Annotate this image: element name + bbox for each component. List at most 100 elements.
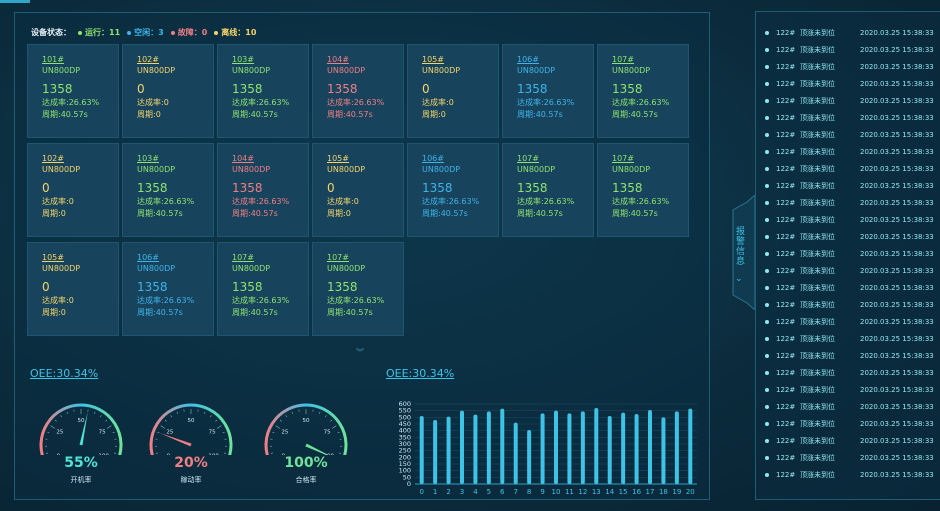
alarm-row[interactable]: 122# 顶涨未到位 2020.03.25 15:38:33: [765, 453, 934, 463]
machine-card[interactable]: 107# UN800DP 1358 达成率:26.63% 周期:40.57s: [502, 143, 594, 237]
machine-card[interactable]: 105# UN800DP 0 达成率:0 周期:0: [27, 242, 119, 336]
machine-output: 1358: [232, 181, 263, 195]
bar[interactable]: [433, 420, 438, 484]
machine-card[interactable]: 102# UN800DP 0 达成率:0 周期:0: [27, 143, 119, 237]
machine-card[interactable]: 106# UN800DP 1358 达成率:26.63% 周期:40.57s: [407, 143, 499, 237]
machine-card[interactable]: 104# UN800DP 1358 达成率:26.63% 周期:40.57s: [217, 143, 309, 237]
machine-model: UN800DP: [137, 66, 176, 75]
bar[interactable]: [580, 411, 585, 484]
alarm-row[interactable]: 122# 顶涨未到位 2020.03.25 15:38:33: [765, 351, 934, 361]
alarm-row[interactable]: 122# 顶涨未到位 2020.03.25 15:38:33: [765, 419, 934, 429]
alarm-row[interactable]: 122# 顶涨未到位 2020.03.25 15:38:33: [765, 368, 934, 378]
machine-card[interactable]: 107# UN800DP 1358 达成率:26.63% 周期:40.57s: [217, 242, 309, 336]
bar[interactable]: [594, 408, 599, 484]
alarm-row[interactable]: 122# 顶涨未到位 2020.03.25 15:38:33: [765, 147, 934, 157]
machine-id[interactable]: 104#: [232, 154, 254, 163]
machine-id[interactable]: 107#: [612, 55, 634, 64]
alarm-tab-label[interactable]: 报警信息: [734, 226, 744, 266]
alarm-message: 顶涨未到位: [800, 284, 835, 292]
machine-id[interactable]: 105#: [422, 55, 444, 64]
machine-card[interactable]: 105# UN800DP 0 达成率:0 周期:0: [312, 143, 404, 237]
alarm-tab[interactable]: [725, 195, 755, 310]
alarm-row[interactable]: 122# 顶涨未到位 2020.03.25 15:38:33: [765, 96, 934, 106]
expand-chevron-icon[interactable]: ︾: [356, 348, 364, 357]
machine-card[interactable]: 106# UN800DP 1358 达成率:26.63% 周期:40.57s: [502, 44, 594, 138]
machine-id[interactable]: 107#: [517, 154, 539, 163]
status-summary: 设备状态： 运行：11 空闲：3 故障：0 离线：10: [31, 27, 256, 38]
machine-card[interactable]: 101# UN800DP 1358 达成率:26.63% 周期:40.57s: [27, 44, 119, 138]
gauge-tick: [170, 415, 172, 418]
bar[interactable]: [634, 414, 639, 484]
alarm-row[interactable]: 122# 顶涨未到位 2020.03.25 15:38:33: [765, 62, 934, 72]
chevron-down-icon[interactable]: ⌄: [735, 274, 743, 284]
machine-card[interactable]: 105# UN800DP 0 达成率:0 周期:0: [407, 44, 499, 138]
bar[interactable]: [527, 430, 532, 484]
bar[interactable]: [607, 416, 612, 484]
machine-card[interactable]: 103# UN800DP 1358 达成率:26.63% 周期:40.57s: [217, 44, 309, 138]
gauge-tick-label: 100: [98, 454, 109, 455]
machine-id[interactable]: 103#: [232, 55, 254, 64]
alarm-dot-icon: [765, 456, 769, 460]
alarm-row[interactable]: 122# 顶涨未到位 2020.03.25 15:38:33: [765, 164, 934, 174]
alarm-row[interactable]: 122# 顶涨未到位 2020.03.25 15:38:33: [765, 215, 934, 225]
machine-card[interactable]: 107# UN800DP 1358 达成率:26.63% 周期:40.57s: [597, 143, 689, 237]
alarm-row[interactable]: 122# 顶涨未到位 2020.03.25 15:38:33: [765, 28, 934, 38]
alarm-row[interactable]: 122# 顶涨未到位 2020.03.25 15:38:33: [765, 334, 934, 344]
alarm-row[interactable]: 122# 顶涨未到位 2020.03.25 15:38:33: [765, 181, 934, 191]
machine-id[interactable]: 107#: [327, 253, 349, 262]
machine-id[interactable]: 107#: [612, 154, 634, 163]
machine-id[interactable]: 106#: [137, 253, 159, 262]
machine-id[interactable]: 106#: [517, 55, 539, 64]
machine-card[interactable]: 107# UN800DP 1358 达成率:26.63% 周期:40.57s: [597, 44, 689, 138]
machine-id[interactable]: 103#: [137, 154, 159, 163]
machine-id[interactable]: 106#: [422, 154, 444, 163]
alarm-row[interactable]: 122# 顶涨未到位 2020.03.25 15:38:33: [765, 198, 934, 208]
bar[interactable]: [674, 411, 679, 484]
bar[interactable]: [567, 413, 572, 484]
alarm-dot-icon: [765, 303, 769, 307]
alarm-row[interactable]: 122# 顶涨未到位 2020.03.25 15:38:33: [765, 232, 934, 242]
alarm-row[interactable]: 122# 顶涨未到位 2020.03.25 15:38:33: [765, 45, 934, 55]
bar[interactable]: [540, 413, 545, 484]
machine-id[interactable]: 102#: [42, 154, 64, 163]
bar[interactable]: [661, 417, 666, 484]
alarm-row[interactable]: 122# 顶涨未到位 2020.03.25 15:38:33: [765, 79, 934, 89]
bar[interactable]: [621, 412, 626, 484]
alarm-row[interactable]: 122# 顶涨未到位 2020.03.25 15:38:33: [765, 385, 934, 395]
machine-card[interactable]: 107# UN800DP 1358 达成率:26.63% 周期:40.57s: [312, 242, 404, 336]
alarm-row[interactable]: 122# 顶涨未到位 2020.03.25 15:38:33: [765, 470, 934, 480]
alarm-row[interactable]: 122# 顶涨未到位 2020.03.25 15:38:33: [765, 300, 934, 310]
machine-id[interactable]: 105#: [327, 154, 349, 163]
alarm-row[interactable]: 122# 顶涨未到位 2020.03.25 15:38:33: [765, 130, 934, 140]
bar[interactable]: [446, 416, 451, 484]
bar[interactable]: [648, 410, 652, 484]
alarm-row[interactable]: 122# 顶涨未到位 2020.03.25 15:38:33: [765, 402, 934, 412]
alarm-row[interactable]: 122# 顶涨未到位 2020.03.25 15:38:33: [765, 436, 934, 446]
bar[interactable]: [486, 411, 491, 484]
machine-id[interactable]: 105#: [42, 253, 64, 262]
bar[interactable]: [473, 414, 478, 484]
machine-id[interactable]: 107#: [232, 253, 254, 262]
alarm-dot-icon: [765, 150, 769, 154]
alarm-row[interactable]: 122# 顶涨未到位 2020.03.25 15:38:33: [765, 283, 934, 293]
bar[interactable]: [554, 410, 558, 484]
machine-card[interactable]: 102# UN800DP 0 达成率:0 周期:0: [122, 44, 214, 138]
achievement-rate: 达成率:26.63%: [137, 296, 195, 305]
machine-id[interactable]: 102#: [137, 55, 159, 64]
bar[interactable]: [419, 416, 424, 484]
machine-id[interactable]: 104#: [327, 55, 349, 64]
bar[interactable]: [513, 422, 518, 484]
bar[interactable]: [500, 408, 505, 484]
machine-card[interactable]: 106# UN800DP 1358 达成率:26.63% 周期:40.57s: [122, 242, 214, 336]
machine-card[interactable]: 104# UN800DP 1358 达成率:26.63% 周期:40.57s: [312, 44, 404, 138]
machine-id[interactable]: 101#: [42, 55, 64, 64]
alarm-row[interactable]: 122# 顶涨未到位 2020.03.25 15:38:33: [765, 113, 934, 123]
bar[interactable]: [460, 410, 464, 484]
alarm-message: 顶涨未到位: [800, 63, 835, 71]
machine-card[interactable]: 103# UN800DP 1358 达成率:26.63% 周期:40.57s: [122, 143, 214, 237]
alarm-row[interactable]: 122# 顶涨未到位 2020.03.25 15:38:33: [765, 249, 934, 259]
achievement-rate: 达成率:26.63%: [422, 197, 480, 206]
bar[interactable]: [688, 408, 693, 484]
alarm-row[interactable]: 122# 顶涨未到位 2020.03.25 15:38:33: [765, 266, 934, 276]
alarm-row[interactable]: 122# 顶涨未到位 2020.03.25 15:38:33: [765, 317, 934, 327]
